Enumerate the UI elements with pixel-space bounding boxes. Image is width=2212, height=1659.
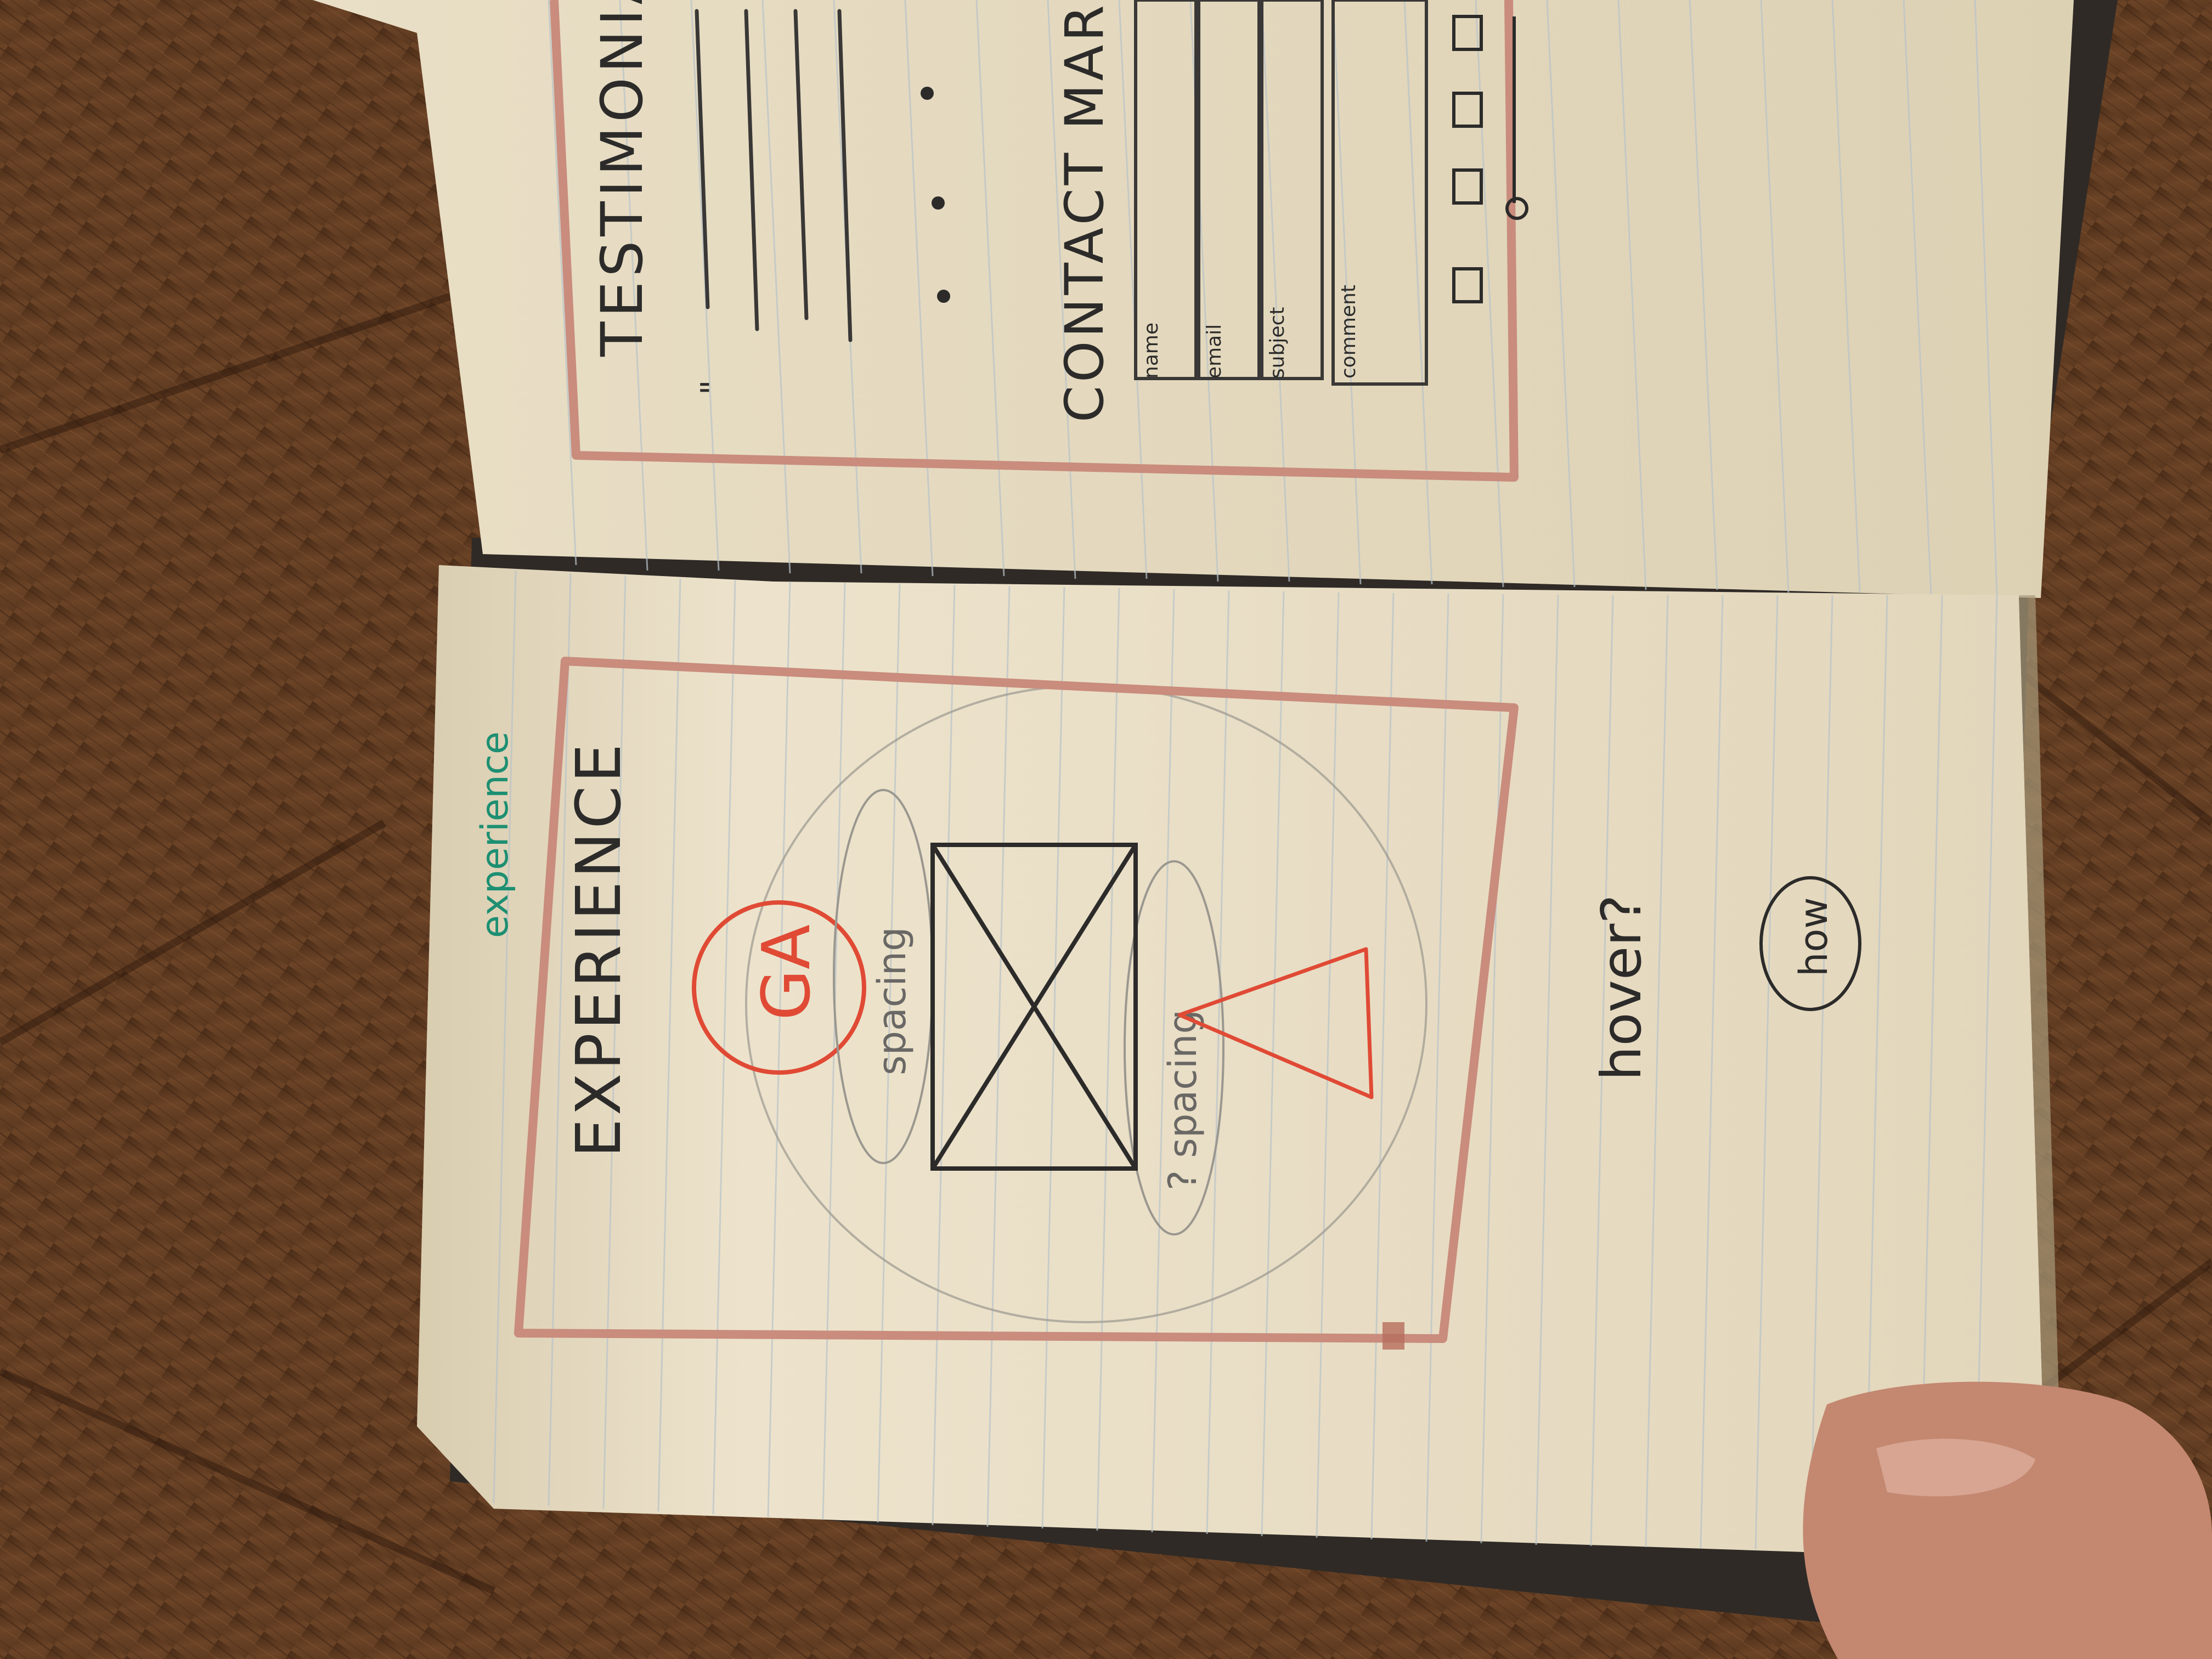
contact-form [1134, 0, 1428, 386]
how-note: how [1791, 898, 1836, 977]
thumbnail-nail [1876, 1438, 2035, 1497]
experience-heading: EXPERIENCE [563, 741, 635, 1158]
social-square-icon[interactable] [1452, 168, 1483, 205]
comment-field-label: comment [1338, 285, 1360, 379]
testimonials-quote-mark: " [694, 380, 732, 395]
subject-field-label: subject [1266, 307, 1289, 379]
how-bubble [1759, 876, 1861, 1011]
social-square-icon[interactable] [1452, 15, 1483, 51]
social-square-icon[interactable] [1452, 267, 1483, 303]
email-field[interactable] [1197, 0, 1261, 380]
frame-corner-mark [1383, 1322, 1404, 1350]
spacing-note-bottom: ? spacing [1160, 1009, 1205, 1190]
email-field-label: email [1203, 324, 1226, 379]
triangle-icon [1177, 947, 1374, 1099]
comment-field[interactable] [1331, 0, 1428, 386]
subject-field[interactable] [1260, 0, 1324, 380]
page-left [417, 565, 2046, 1553]
page-left-rules [493, 570, 1998, 1552]
logo-initials: GA [749, 924, 825, 1020]
testimonials-heading: TESTIMONIALS [589, 0, 656, 357]
testimonial-text-lines [695, 9, 853, 342]
floor-seam [0, 281, 2212, 1595]
carousel-dot[interactable] [932, 196, 945, 210]
slider-dot-icon[interactable] [1505, 197, 1528, 220]
spacing-oval-bottom [1124, 860, 1224, 1235]
left-page-frame [514, 657, 1519, 1343]
page-edge-shadow [2019, 595, 2063, 1531]
contact-heading: CONTACT MARIA- [1054, 0, 1115, 422]
logo-circle-icon [692, 900, 866, 1075]
social-square-icon[interactable] [1452, 92, 1483, 128]
spacing-note-top: spacing [870, 927, 915, 1075]
page-right [313, 0, 2074, 598]
hover-note: hover? [1589, 895, 1654, 1081]
name-field[interactable] [1134, 0, 1198, 380]
carousel-dots [921, 87, 950, 303]
experience-note-green: experience [473, 731, 517, 938]
carousel-dot[interactable] [937, 290, 950, 303]
right-page-frame [550, 0, 1519, 482]
image-placeholder-icon [930, 843, 1138, 1171]
name-field-label: name [1140, 323, 1163, 379]
carousel-dot[interactable] [921, 87, 934, 100]
social-icons [1452, 15, 1483, 303]
thumb [1803, 1381, 2212, 1659]
